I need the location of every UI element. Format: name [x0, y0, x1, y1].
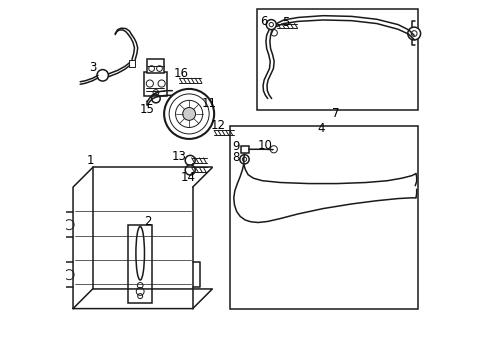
Circle shape — [183, 108, 195, 120]
Bar — [241, 146, 248, 153]
Text: 5: 5 — [282, 16, 289, 29]
Bar — [128, 60, 135, 67]
Text: 1: 1 — [87, 154, 95, 167]
Text: 14: 14 — [180, 171, 195, 184]
Bar — [128, 225, 151, 303]
Bar — [257, 9, 417, 111]
Circle shape — [407, 27, 420, 40]
Text: 4: 4 — [317, 122, 325, 135]
Text: 2: 2 — [144, 215, 151, 228]
Text: 12: 12 — [210, 119, 225, 132]
Text: 10: 10 — [257, 139, 272, 152]
Circle shape — [240, 155, 248, 164]
Circle shape — [164, 89, 214, 139]
Text: 7: 7 — [331, 107, 339, 120]
Bar — [146, 59, 164, 73]
Text: 6: 6 — [259, 15, 266, 28]
Circle shape — [97, 69, 108, 81]
Circle shape — [266, 19, 276, 30]
Text: 16: 16 — [173, 67, 188, 80]
Circle shape — [185, 156, 195, 165]
Text: 9: 9 — [231, 140, 239, 153]
Bar — [230, 126, 417, 309]
Bar — [143, 72, 166, 96]
Text: 13: 13 — [172, 150, 186, 163]
Text: 11: 11 — [201, 97, 216, 110]
Circle shape — [185, 165, 195, 175]
Text: 15: 15 — [140, 103, 155, 116]
Text: 3: 3 — [89, 61, 96, 74]
Text: 8: 8 — [231, 151, 239, 165]
